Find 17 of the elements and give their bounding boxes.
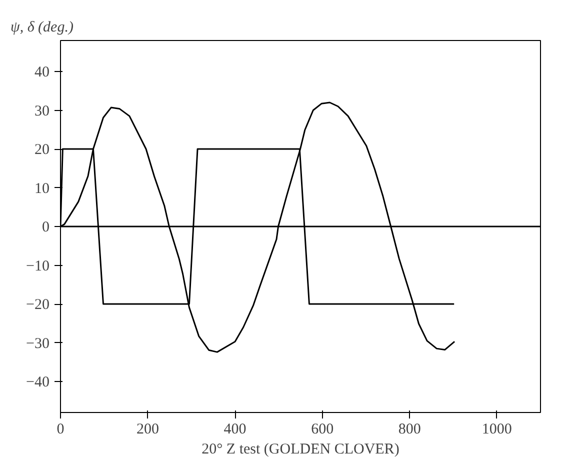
y-tick-label: 30 <box>34 103 50 120</box>
y-tick-label: 20 <box>34 142 50 158</box>
y-tick-label: 0 <box>42 220 50 236</box>
y-tick-label: 10 <box>34 180 50 197</box>
y-tick-label: 40 <box>34 64 50 80</box>
x-tick-label: 1000 <box>482 422 512 438</box>
x-tick-label: 0 <box>56 422 64 438</box>
x-tick-label: 800 <box>398 422 421 438</box>
y-tick-label: −30 <box>26 336 50 352</box>
y-axis-title: ψ, δ (deg.) <box>10 20 74 36</box>
x-tick-label: 400 <box>224 422 246 438</box>
x-tick-label: 600 <box>311 422 334 438</box>
y-tick-label: −20 <box>26 297 50 313</box>
y-tick-label: −40 <box>26 374 50 390</box>
x-axis-title: 20° Z test (GOLDEN CLOVER) <box>202 442 400 458</box>
y-tick-label: −10 <box>26 258 50 274</box>
x-tick-label: 200 <box>136 422 160 438</box>
